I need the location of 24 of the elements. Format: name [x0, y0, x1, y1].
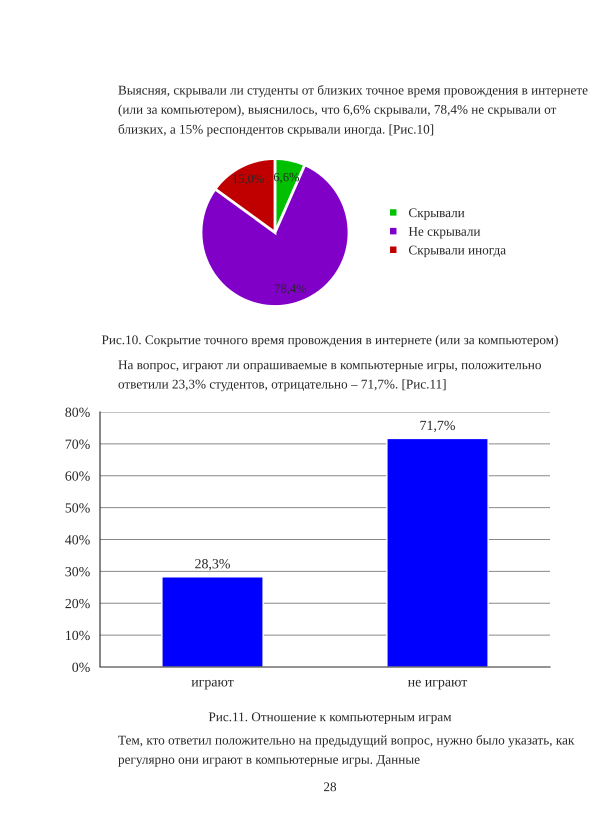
text: 28 — [324, 782, 336, 792]
legend-label: Не скрывали — [408, 227, 480, 239]
data-label: 15,0% — [233, 174, 264, 185]
y-tick-label: 0% — [72, 662, 90, 672]
data-label: 78,4% — [275, 284, 306, 295]
y-tick-label: 10% — [66, 630, 90, 640]
legend-label: Скрывали иногда — [408, 246, 506, 258]
y-tick-label: 70% — [66, 439, 90, 449]
y-tick-label: 20% — [65, 598, 90, 608]
x-tick-label: не играют — [408, 680, 468, 690]
y-tick-label: 60% — [65, 471, 90, 481]
text: Выясняя, скрывали ли студенты от близких точное время провождения в интернете (или за компьютером), выяснилось, что 6,6% скрывали, 78,4% не скрывали от близких, а 15% респондентов скрывали иногда. [Рис.10] — [118, 85, 588, 136]
text: Рис.10. Сокрытие точного время провождения в интернете (или за компьютером) — [102, 335, 558, 347]
y-tick-label: 50% — [66, 503, 90, 513]
data-label: 28,3% — [195, 559, 230, 570]
legend-label: Скрывали — [408, 208, 464, 220]
y-tick-label: 40% — [65, 535, 90, 544]
text: На вопрос, играют ли опрашиваемые в компьютерные игры, положительно ответили 23,3% студентов, отрицательно – 71,7%. [Рис.11] — [118, 360, 541, 392]
data-label: 71,7% — [420, 420, 455, 432]
text: Тем, кто ответил положительно на предыдущий вопрос, нужно было указать, как регулярно они играют в компьютерные игры. Данные — [118, 735, 574, 767]
y-tick-label: 80% — [65, 408, 90, 417]
x-tick-label: играют — [192, 680, 234, 690]
text: Рис.11. Отношение к компьютерным играм — [208, 712, 452, 724]
y-tick-label: 30% — [65, 566, 90, 576]
